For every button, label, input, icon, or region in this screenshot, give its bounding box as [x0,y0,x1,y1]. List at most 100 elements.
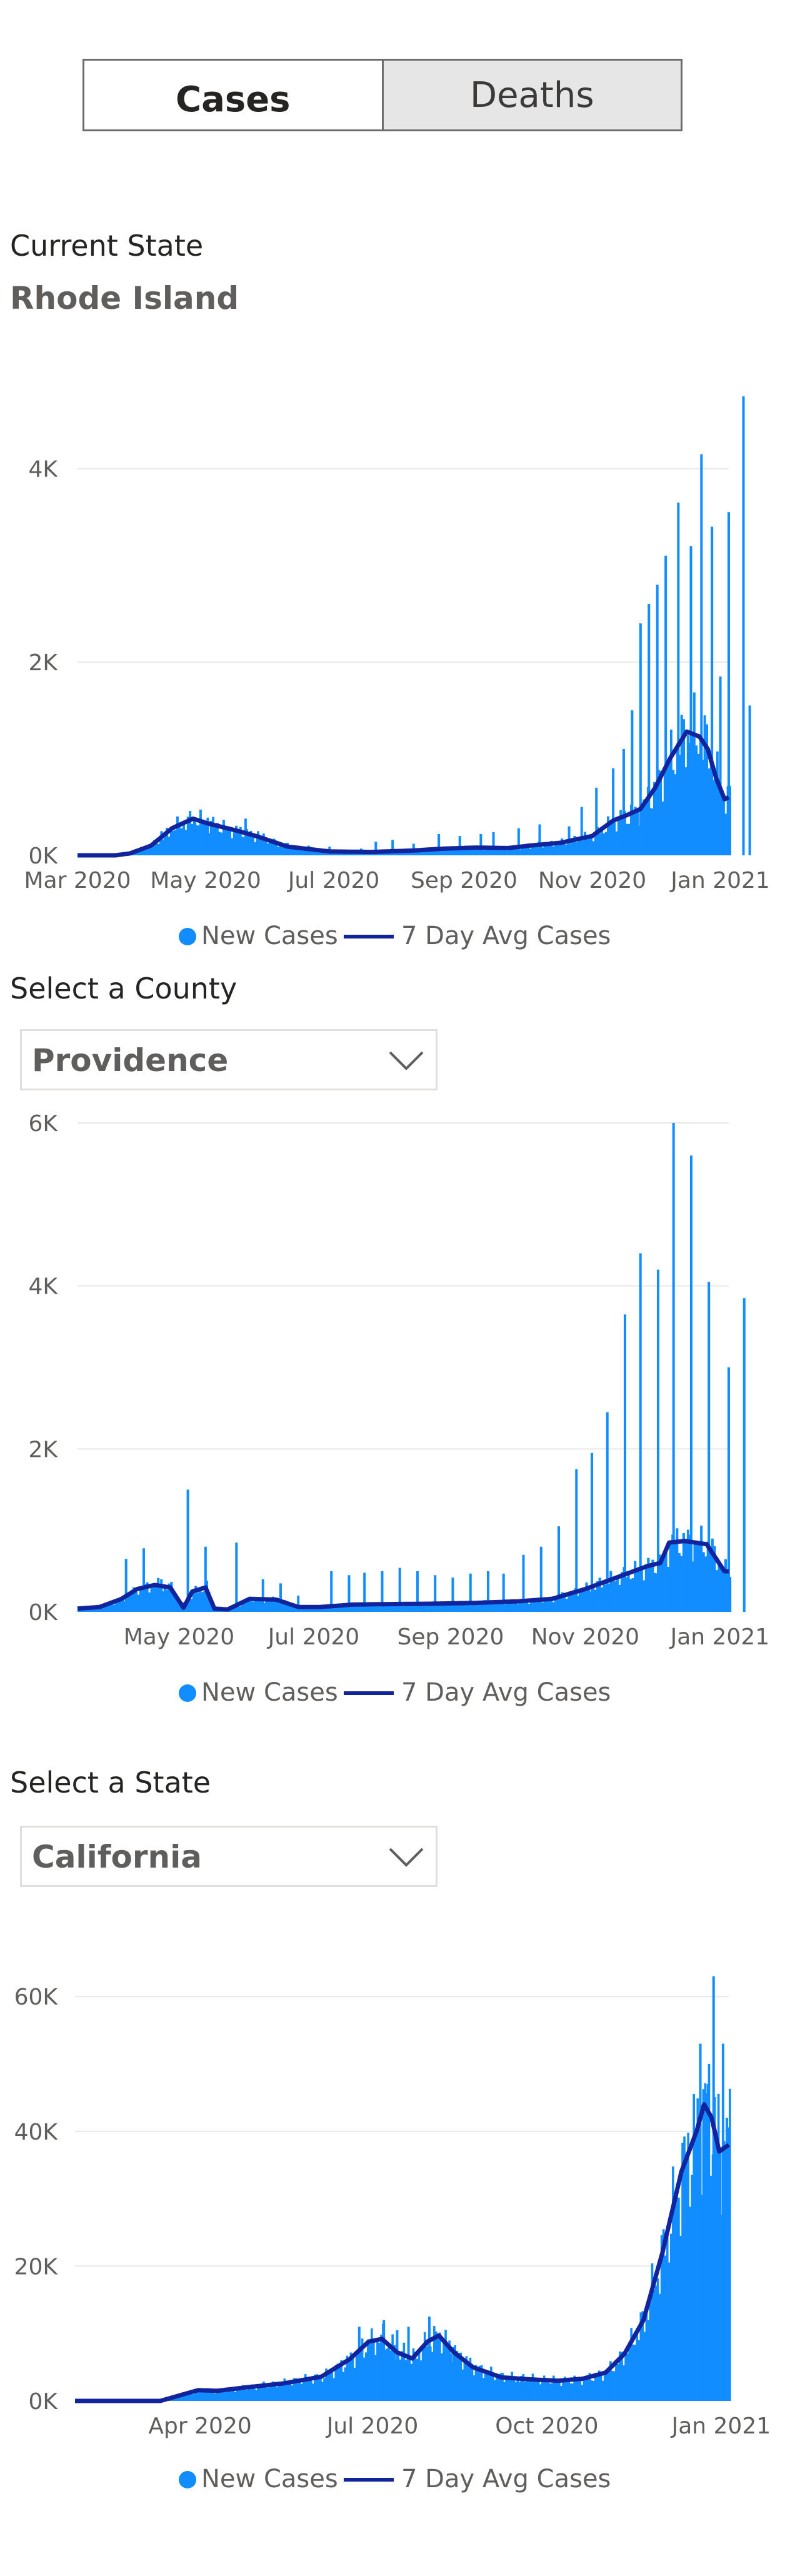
daily-bar [523,1600,526,1612]
spike-bar [712,1976,715,2401]
daily-bar [431,1604,434,1612]
daily-bar [399,2359,402,2401]
spike-bar [539,1546,542,1612]
daily-bar [327,1606,330,1612]
daily-bar [241,2385,244,2401]
daily-bar [681,2143,684,2401]
daily-bar [603,2373,606,2401]
daily-bar [524,845,528,855]
daily-bar [495,850,498,855]
county-dropdown[interactable]: Providence [20,1029,438,1090]
x-tick-label: May 2020 [150,868,261,893]
daily-bar [695,745,698,855]
spike-bar [235,1542,238,1612]
daily-bar [684,1541,688,1612]
daily-bar [188,2393,191,2401]
measure-toggle: Cases Deaths [82,59,682,131]
daily-bar [662,2229,665,2401]
spike-bar [228,829,231,855]
daily-bar [544,843,547,855]
daily-bar [481,1602,484,1612]
daily-bar [172,830,175,855]
spike-bar [677,502,680,855]
legend-avg-label: 7 Day Avg Cases [401,1678,611,1707]
daily-bar [617,2364,619,2401]
daily-bar [446,2344,449,2401]
daily-bar [584,2375,588,2401]
state-dropdown[interactable]: California [20,1826,438,1887]
daily-bar [546,2379,549,2401]
daily-bar [664,1550,668,1612]
daily-bar [321,2382,324,2401]
daily-bar [672,2166,674,2401]
legend-new-cases-marker [179,1684,196,1702]
daily-bar [507,2378,509,2401]
daily-bar [685,2161,688,2401]
daily-bar [448,1602,451,1612]
daily-bar [369,1602,372,1612]
x-tick-label: May 2020 [124,1624,235,1650]
daily-bar [388,2344,390,2401]
daily-bar [238,2387,241,2401]
daily-bar [592,1586,595,1612]
daily-bar [276,2387,279,2401]
daily-bar [196,2388,199,2401]
x-tick-label: Mar 2020 [24,868,131,893]
daily-bar [602,1583,606,1612]
daily-bar [342,2372,345,2401]
daily-bar [494,2380,496,2401]
daily-bar [444,2330,447,2401]
daily-bar [514,845,518,855]
daily-bar [652,782,656,855]
spike-bar [396,2330,399,2401]
daily-bar [249,831,252,855]
daily-bar [378,2342,381,2401]
daily-bar [272,2381,274,2401]
daily-bar [391,1605,394,1612]
daily-bar [546,845,549,855]
daily-bar [581,2385,584,2401]
daily-bar [176,1598,180,1612]
daily-bar [426,850,429,855]
daily-bar [331,1605,334,1612]
tab-deaths[interactable]: Deaths [383,59,682,131]
daily-bar [609,822,612,855]
daily-bar [190,1599,193,1612]
spike-bar [124,1559,128,1612]
daily-bar [601,1587,604,1612]
daily-bar [153,840,156,855]
daily-bar [535,2381,538,2401]
daily-bar [582,1591,586,1612]
daily-bar [418,2352,421,2401]
spike-bar [416,1571,419,1612]
daily-bar [492,2375,494,2401]
chart-legend: New Cases 7 Day Avg Cases [179,922,611,950]
daily-bar [157,843,160,855]
daily-bar [179,2395,182,2401]
daily-bar [419,851,422,855]
daily-bar [674,774,677,855]
spike-bar [606,1412,609,1612]
spike-bar [206,817,209,855]
spike-bar [639,1253,642,1612]
daily-bar [636,1568,639,1612]
daily-bar [504,847,507,855]
daily-bar [729,2088,731,2401]
spike-bar [358,2327,361,2401]
daily-bar [150,1587,153,1612]
daily-bar [686,735,689,855]
daily-bar [386,2348,388,2401]
daily-bar [316,2374,318,2401]
daily-bar [564,844,568,855]
selected-state-cases-chart: 0K 20K 40K 60K Apr 2020 Jul 2020 Oct 2020 Jan 2… [14,1976,771,2493]
daily-bar [503,1604,506,1612]
daily-bar [200,2389,202,2401]
daily-bar [526,1599,529,1612]
daily-bar [146,848,149,855]
spike-bar [748,705,751,855]
daily-bar [128,1592,131,1612]
daily-bar [653,1572,657,1612]
tab-cases[interactable]: Cases [82,59,384,131]
y-tick-label: 2K [28,650,58,676]
daily-bar [327,2373,329,2401]
